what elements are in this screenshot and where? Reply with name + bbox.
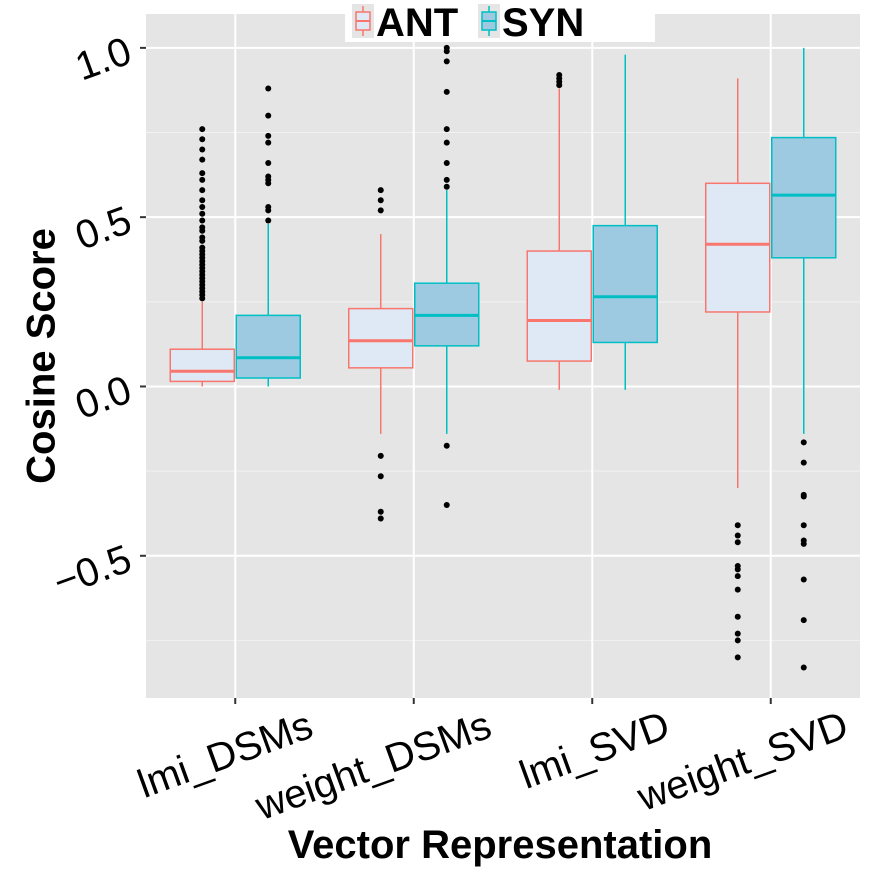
interquartile-box bbox=[235, 314, 301, 379]
outlier-point bbox=[265, 132, 272, 139]
interquartile-box bbox=[348, 307, 414, 369]
y-tick-label: 0.0 bbox=[70, 368, 137, 428]
outlier-point bbox=[199, 217, 206, 224]
box-syn-weight_DSMs bbox=[414, 44, 480, 508]
outlier-point bbox=[443, 88, 450, 95]
outlier-point bbox=[443, 159, 450, 166]
outlier-point bbox=[199, 170, 206, 177]
outlier-point bbox=[734, 573, 741, 580]
box-syn-lmi_SVD bbox=[592, 54, 658, 390]
y-axis-title: Cosine Score bbox=[20, 228, 64, 484]
outlier-point bbox=[800, 540, 807, 547]
box-ant-lmi_SVD bbox=[526, 71, 592, 390]
outlier-point bbox=[800, 439, 807, 446]
outlier-point bbox=[734, 630, 741, 637]
outlier-point bbox=[443, 58, 450, 65]
boxes bbox=[169, 44, 837, 671]
outlier-point bbox=[199, 146, 206, 153]
outlier-point bbox=[265, 173, 272, 180]
box-ant-weight_SVD bbox=[705, 78, 771, 661]
outlier-point bbox=[734, 613, 741, 620]
outlier-point bbox=[800, 522, 807, 529]
outlier-point bbox=[265, 217, 272, 224]
legend-label-ant: ANT bbox=[376, 1, 458, 45]
interquartile-box bbox=[169, 348, 235, 383]
box-syn-weight_SVD bbox=[771, 47, 837, 671]
outlier-point bbox=[199, 156, 206, 163]
outlier-point bbox=[265, 85, 272, 92]
y-tick-label: 0.5 bbox=[70, 198, 137, 258]
outlier-point bbox=[199, 210, 206, 217]
outlier-point bbox=[265, 112, 272, 119]
outlier-point bbox=[443, 183, 450, 190]
outlier-point bbox=[377, 515, 384, 522]
x-axis-title: Vector Representation bbox=[288, 823, 713, 867]
outlier-point bbox=[199, 234, 206, 241]
outlier-point bbox=[199, 187, 206, 194]
outlier-point bbox=[800, 617, 807, 624]
outlier-point bbox=[377, 508, 384, 515]
outlier-point bbox=[199, 224, 206, 231]
outlier-point bbox=[199, 244, 206, 251]
outlier-point bbox=[377, 452, 384, 459]
outlier-point bbox=[800, 493, 807, 500]
interquartile-box bbox=[526, 250, 592, 362]
outlier-point bbox=[734, 532, 741, 539]
outlier-point bbox=[443, 442, 450, 449]
outlier-point bbox=[377, 473, 384, 480]
legend-label-syn: SYN bbox=[502, 1, 584, 45]
outlier-point bbox=[734, 586, 741, 593]
box-ant-weight_DSMs bbox=[348, 187, 414, 522]
outlier-point bbox=[443, 44, 450, 51]
outlier-point bbox=[443, 126, 450, 133]
outlier-point bbox=[265, 204, 272, 211]
legend-item-syn: SYN bbox=[478, 1, 584, 45]
outlier-point bbox=[377, 207, 384, 214]
outlier-point bbox=[443, 501, 450, 508]
outlier-point bbox=[734, 637, 741, 644]
legend-item-ant: ANT bbox=[352, 1, 458, 45]
outlier-point bbox=[199, 136, 206, 143]
y-tick-label: −0.5 bbox=[48, 537, 137, 605]
outlier-point bbox=[734, 654, 741, 661]
interquartile-box bbox=[705, 182, 771, 313]
outlier-point bbox=[734, 539, 741, 546]
outlier-point bbox=[443, 139, 450, 146]
legend: ANT SYN bbox=[345, 0, 655, 45]
outlier-point bbox=[377, 187, 384, 194]
interquartile-box bbox=[592, 224, 658, 344]
outlier-point bbox=[443, 176, 450, 183]
outlier-point bbox=[265, 139, 272, 146]
outlier-point bbox=[377, 197, 384, 204]
interquartile-box bbox=[771, 136, 837, 259]
outlier-point bbox=[199, 126, 206, 133]
outlier-point bbox=[800, 576, 807, 583]
outlier-point bbox=[734, 566, 741, 573]
outlier-point bbox=[734, 522, 741, 529]
outlier-point bbox=[199, 176, 206, 183]
y-tick-label: 1.0 bbox=[70, 29, 137, 89]
outlier-point bbox=[199, 197, 206, 204]
outlier-point bbox=[800, 459, 807, 466]
box-syn-lmi_DSMs bbox=[235, 85, 301, 387]
box-ant-lmi_DSMs bbox=[169, 126, 235, 387]
outlier-point bbox=[265, 159, 272, 166]
outlier-point bbox=[199, 204, 206, 211]
outlier-point bbox=[556, 71, 563, 78]
outlier-point bbox=[800, 664, 807, 671]
